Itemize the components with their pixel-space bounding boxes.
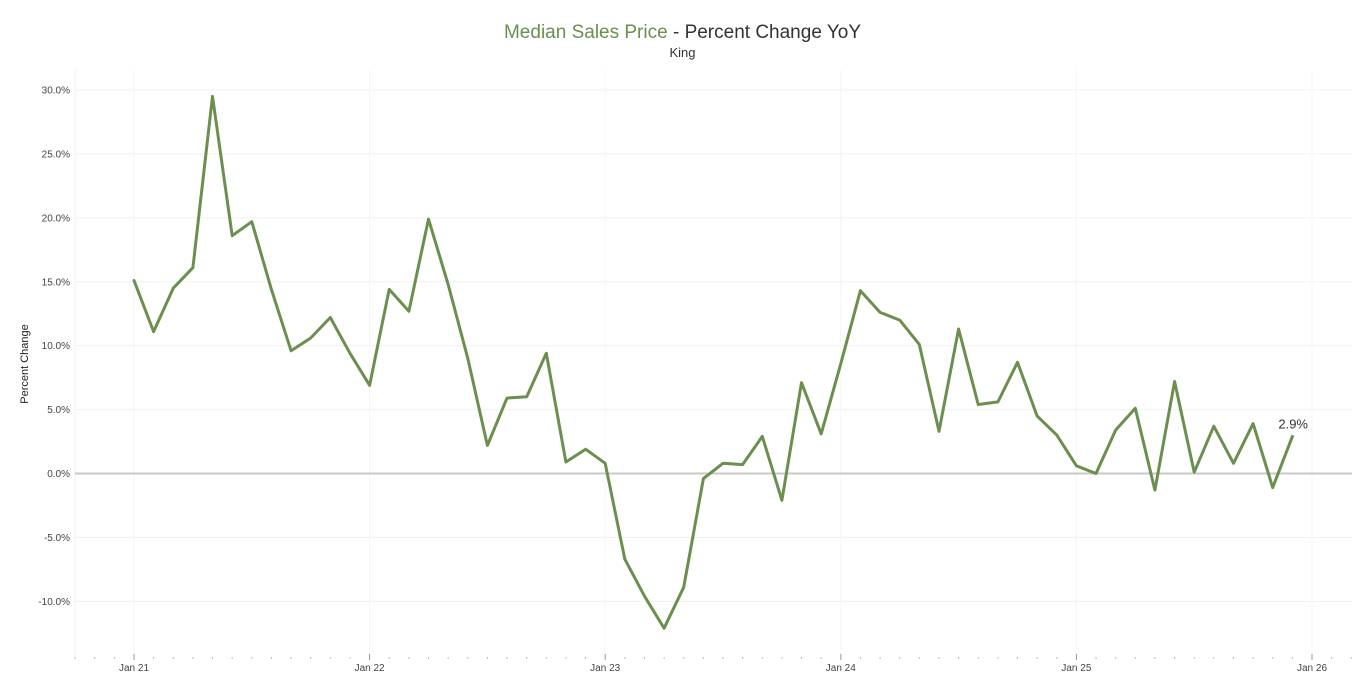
data-point bbox=[1212, 424, 1216, 428]
y-tick-label: -10.0% bbox=[38, 597, 70, 608]
data-point bbox=[701, 477, 705, 481]
data-point bbox=[1231, 461, 1235, 465]
data-point bbox=[760, 434, 764, 438]
y-tick-label: 25.0% bbox=[42, 149, 70, 160]
data-point bbox=[682, 585, 686, 589]
y-tick-label: 0.0% bbox=[47, 469, 70, 480]
data-point bbox=[1133, 406, 1137, 410]
data-point bbox=[250, 220, 254, 224]
data-point bbox=[976, 402, 980, 406]
data-point bbox=[427, 217, 431, 221]
y-axis-title: Percent Change bbox=[19, 324, 31, 404]
data-point bbox=[564, 460, 568, 464]
data-point bbox=[819, 432, 823, 436]
data-point bbox=[721, 461, 725, 465]
data-point bbox=[996, 400, 1000, 404]
x-tick-label: Jan 26 bbox=[1297, 663, 1327, 674]
data-point bbox=[348, 351, 352, 355]
data-point bbox=[780, 498, 784, 502]
data-point bbox=[1035, 414, 1039, 418]
data-point bbox=[132, 278, 136, 282]
data-point bbox=[1173, 379, 1177, 383]
data-point bbox=[917, 342, 921, 346]
data-point bbox=[544, 351, 548, 355]
data-point bbox=[211, 94, 215, 98]
chart-subtitle: King bbox=[669, 45, 696, 60]
data-point bbox=[839, 362, 843, 366]
data-point bbox=[1290, 434, 1294, 438]
y-tick-label: 5.0% bbox=[47, 405, 70, 416]
data-point bbox=[171, 286, 175, 290]
x-tick-label: Jan 21 bbox=[119, 663, 149, 674]
data-point bbox=[623, 557, 627, 561]
data-point bbox=[1271, 486, 1275, 490]
data-point bbox=[191, 266, 195, 270]
data-point bbox=[387, 287, 391, 291]
chart-title: Median Sales Price - Percent Change YoY bbox=[0, 21, 1365, 45]
data-point bbox=[642, 594, 646, 598]
data-point bbox=[152, 330, 156, 334]
data-point bbox=[603, 461, 607, 465]
data-point bbox=[957, 327, 961, 331]
y-tick-label: -5.0% bbox=[44, 533, 70, 544]
data-point bbox=[289, 349, 293, 353]
data-point bbox=[1192, 470, 1196, 474]
data-point bbox=[1094, 472, 1098, 476]
x-tick-label: Jan 22 bbox=[355, 663, 385, 674]
data-point bbox=[407, 309, 411, 313]
data-point bbox=[368, 383, 372, 387]
data-point bbox=[800, 381, 804, 385]
y-tick-label: 10.0% bbox=[42, 341, 70, 352]
y-tick-label: 15.0% bbox=[42, 277, 70, 288]
data-point bbox=[1016, 360, 1020, 364]
chart-title-metric: Median Sales Price bbox=[503, 22, 668, 43]
data-point bbox=[269, 287, 273, 291]
end-value-label: 2.9% bbox=[1278, 416, 1308, 431]
data-point bbox=[328, 316, 332, 320]
data-point bbox=[485, 443, 489, 447]
x-tick-label: Jan 24 bbox=[826, 663, 856, 674]
data-point bbox=[937, 429, 941, 433]
series-line bbox=[132, 94, 1294, 630]
data-point bbox=[505, 396, 509, 400]
data-point bbox=[584, 447, 588, 451]
data-point bbox=[1153, 488, 1157, 492]
chart-header: Median Sales Price - Percent Change YoY … bbox=[0, 21, 1365, 60]
data-point bbox=[1074, 464, 1078, 468]
y-tick-label: 20.0% bbox=[42, 213, 70, 224]
data-point bbox=[878, 310, 882, 314]
data-point bbox=[662, 626, 666, 630]
y-tick-label: 30.0% bbox=[42, 86, 70, 97]
data-point bbox=[466, 356, 470, 360]
data-point bbox=[741, 463, 745, 467]
chart-title-rest: - Percent Change YoY bbox=[667, 22, 861, 43]
data-point bbox=[309, 336, 313, 340]
data-point bbox=[1251, 422, 1255, 426]
data-point bbox=[858, 289, 862, 293]
data-point bbox=[898, 318, 902, 322]
data-point bbox=[1114, 428, 1118, 432]
data-point bbox=[1055, 433, 1059, 437]
data-point bbox=[446, 282, 450, 286]
data-point bbox=[525, 395, 529, 399]
x-tick-label: Jan 23 bbox=[590, 663, 620, 674]
x-tick-label: Jan 25 bbox=[1061, 663, 1091, 674]
data-point bbox=[230, 234, 234, 238]
